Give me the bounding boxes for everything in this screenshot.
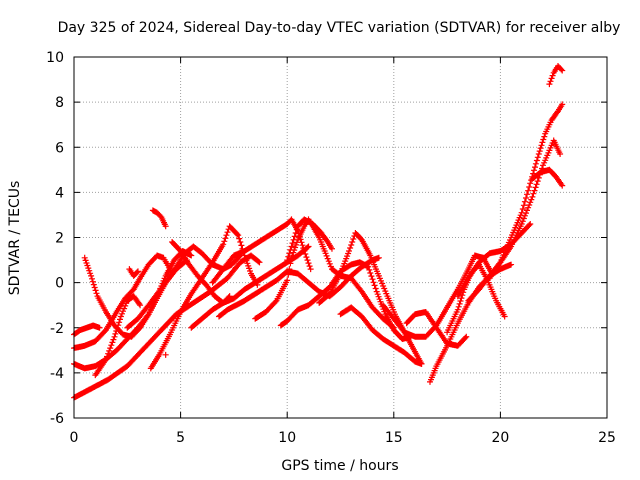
- plot-frame: [73, 56, 608, 419]
- y-tick-label: 6: [55, 140, 64, 156]
- data-series-arc-09: [147, 223, 261, 372]
- y-tick-label: -6: [50, 411, 64, 427]
- x-tick-label: 5: [176, 430, 185, 446]
- data-series-arc-28: [546, 63, 566, 88]
- data-series-arc-19: [337, 304, 425, 367]
- data-series-arc-27: [529, 166, 566, 189]
- y-axis-label: SDTVAR / TECUs: [7, 181, 23, 296]
- data-series-arc-10: [149, 207, 169, 230]
- y-tick-label: 4: [55, 185, 64, 201]
- data-series-arc-21: [403, 309, 470, 349]
- x-tick-label: 0: [70, 430, 79, 446]
- chart-title: Day 325 of 2024, Sidereal Day-to-day VTE…: [58, 20, 621, 36]
- x-tick-label: 20: [491, 430, 509, 446]
- y-tick-label: -4: [50, 366, 64, 382]
- data-series-outlier: [162, 351, 169, 358]
- x-axis-label: GPS time / hours: [281, 458, 398, 474]
- data-series-arc-17: [284, 216, 335, 264]
- y-tick-label: -2: [50, 321, 64, 337]
- data-series-arc-08: [126, 266, 141, 279]
- y-tick-label: 10: [46, 50, 64, 66]
- x-tick-labels: 0 5 10 15 20 25: [70, 430, 616, 446]
- x-tick-label: 15: [385, 430, 403, 446]
- data-series-arc-06: [92, 293, 144, 379]
- data-series-arc-12: [188, 243, 312, 331]
- y-tick-labels: -6 -4 -2 0 2 4 6 8 10: [46, 50, 64, 427]
- x-tick-label: 10: [278, 430, 296, 446]
- x-tick-label: 25: [598, 430, 616, 446]
- data-points: [71, 63, 566, 401]
- data-series-arc-25: [465, 137, 564, 304]
- y-tick-label: 0: [55, 276, 64, 292]
- data-series-arc-15: [252, 216, 397, 331]
- data-series-arc-20: [380, 252, 495, 340]
- y-tick-label: 8: [55, 95, 64, 111]
- y-tick-label: 2: [55, 231, 64, 247]
